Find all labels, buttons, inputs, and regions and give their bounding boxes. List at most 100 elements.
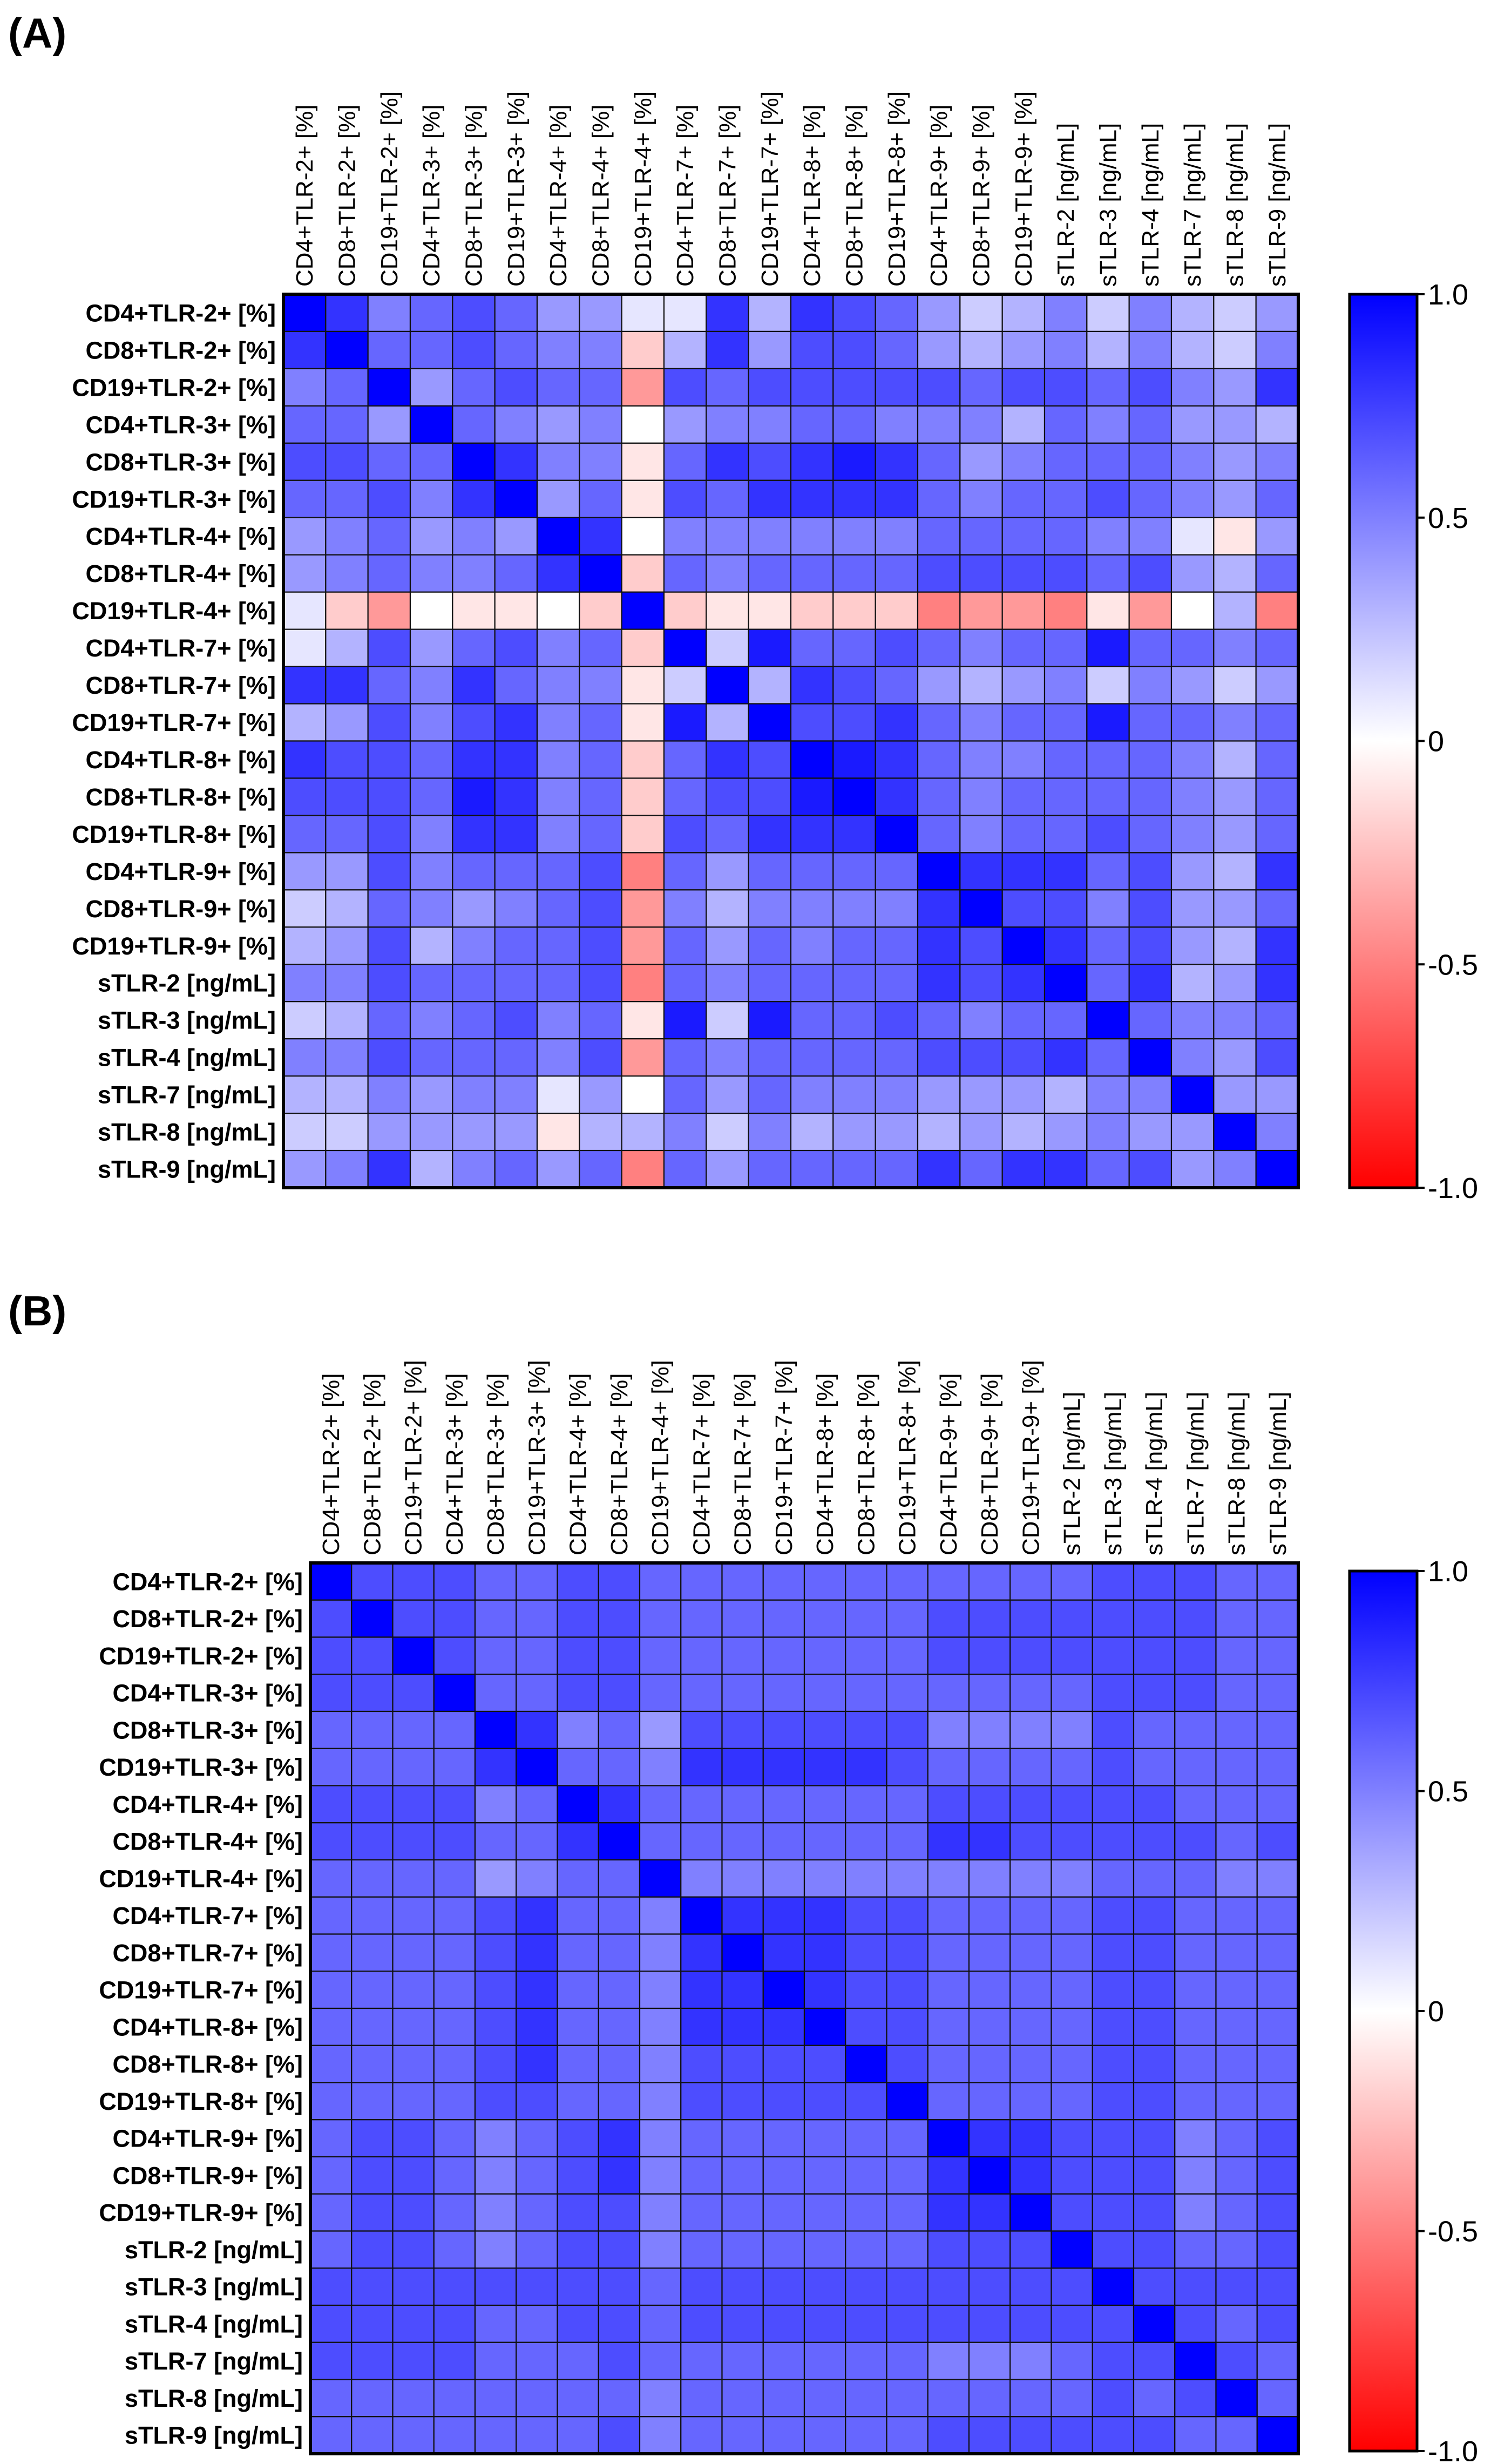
heatmap-cell — [433, 1933, 476, 1972]
heatmap-cell — [917, 889, 961, 928]
heatmap-cell — [762, 2230, 805, 2269]
heatmap-cell — [1174, 1674, 1217, 1712]
heatmap-cell — [875, 815, 919, 854]
heatmap-cell — [409, 889, 453, 928]
heatmap-cell — [1009, 1896, 1052, 1935]
heatmap-cell — [474, 1748, 517, 1786]
heatmap-cell — [351, 1822, 394, 1861]
heatmap-cell — [639, 2379, 682, 2418]
heatmap-cell — [959, 405, 1003, 444]
heatmap-cell — [721, 2416, 764, 2455]
heatmap-cell — [409, 740, 453, 779]
heatmap-cell — [917, 666, 961, 705]
heatmap-cell — [1043, 330, 1088, 370]
heatmap-cell — [1051, 1674, 1093, 1712]
heatmap-cell — [621, 666, 665, 705]
heatmap-cell — [1174, 1971, 1217, 2009]
heatmap-cell — [1213, 740, 1257, 779]
heatmap-cell — [1174, 2007, 1217, 2046]
heatmap-cell — [351, 1896, 394, 1935]
heatmap-cell — [516, 2304, 558, 2343]
heatmap-cell — [1009, 2416, 1052, 2455]
heatmap-cell — [367, 554, 411, 593]
heatmap-cell — [557, 1674, 599, 1712]
heatmap-cell — [1001, 1001, 1046, 1040]
heatmap-cell — [474, 1896, 517, 1935]
heatmap-cell — [433, 1822, 476, 1861]
heatmap-cell — [409, 1075, 453, 1114]
heatmap-cell — [494, 517, 538, 556]
heatmap-cell — [557, 1933, 599, 1972]
heatmap-cell — [1128, 517, 1173, 556]
heatmap-cell — [886, 1562, 929, 1601]
heatmap-cell — [927, 1785, 970, 1824]
heatmap-cell — [1001, 628, 1046, 667]
heatmap-cell — [282, 517, 327, 556]
heatmap-cell — [663, 777, 707, 816]
heatmap-cell — [433, 2156, 476, 2195]
heatmap-cell — [886, 2045, 929, 2083]
heatmap-cell — [1256, 1748, 1299, 1786]
heatmap-cell — [1092, 2082, 1135, 2121]
heatmap-cell — [968, 2304, 1011, 2343]
heatmap-cell — [721, 2304, 764, 2343]
heatmap-cell — [536, 889, 580, 928]
heatmap-cell — [494, 889, 538, 928]
heatmap-cell — [959, 1001, 1003, 1040]
heatmap-cell — [1001, 330, 1046, 370]
heatmap-cell — [536, 1038, 580, 1077]
heatmap-cell — [1255, 330, 1299, 370]
heatmap-cell — [886, 2304, 929, 2343]
heatmap-cell — [557, 1748, 599, 1786]
column-label: CD4+TLR-8+ [%] — [799, 105, 825, 287]
heatmap-cell — [309, 2341, 353, 2380]
heatmap-cell — [790, 703, 834, 742]
heatmap-cell — [959, 1149, 1003, 1189]
heatmap-cell — [875, 1149, 919, 1189]
heatmap-cell — [474, 2119, 517, 2158]
heatmap-cell — [790, 628, 834, 667]
heatmap-cell — [680, 1859, 723, 1898]
heatmap-cell — [1128, 368, 1173, 407]
heatmap-cell — [762, 2304, 805, 2343]
heatmap-cell — [680, 2416, 723, 2455]
heatmap-cell — [474, 1636, 517, 1675]
heatmap-cell — [748, 1112, 792, 1152]
heatmap-cell — [959, 926, 1003, 965]
heatmap-cell — [968, 2230, 1011, 2269]
heatmap-cell — [1255, 1149, 1299, 1189]
heatmap-cell — [516, 2379, 558, 2418]
heatmap-cell — [351, 2045, 394, 2083]
heatmap-cell — [579, 926, 622, 965]
heatmap-cell — [1009, 1636, 1052, 1675]
heatmap-cell — [832, 666, 876, 705]
heatmap-cell — [706, 889, 749, 928]
heatmap-cell — [309, 2267, 353, 2306]
heatmap-cell — [621, 479, 665, 518]
column-label: CD4+TLR-2+ [%] — [292, 105, 318, 287]
heatmap-cell — [927, 2156, 970, 2195]
heatmap-cell — [325, 330, 369, 370]
heatmap-cell — [452, 703, 496, 742]
heatmap-cell — [474, 1710, 517, 1749]
heatmap-cell — [557, 2119, 599, 2158]
heatmap-cell — [1001, 1038, 1046, 1077]
heatmap-cell — [557, 1971, 599, 2009]
heatmap-cell — [639, 1636, 682, 1675]
heatmap-cell — [325, 293, 369, 333]
heatmap-cell — [803, 1896, 846, 1935]
heatmap-cell — [663, 1112, 707, 1152]
heatmap-cell — [1092, 1896, 1135, 1935]
heatmap-cell — [663, 1001, 707, 1040]
heatmap-cell — [680, 1748, 723, 1786]
heatmap-cell — [452, 591, 496, 630]
heatmap-cell — [790, 926, 834, 965]
heatmap-cell — [452, 368, 496, 407]
heatmap-cell — [875, 926, 919, 965]
heatmap-cell — [1086, 666, 1130, 705]
heatmap-cell — [494, 368, 538, 407]
heatmap-cell — [1086, 330, 1130, 370]
heatmap-cell — [790, 479, 834, 518]
heatmap-cell — [721, 2193, 764, 2232]
row-label: sTLR-7 [ng/mL] — [98, 1081, 276, 1109]
